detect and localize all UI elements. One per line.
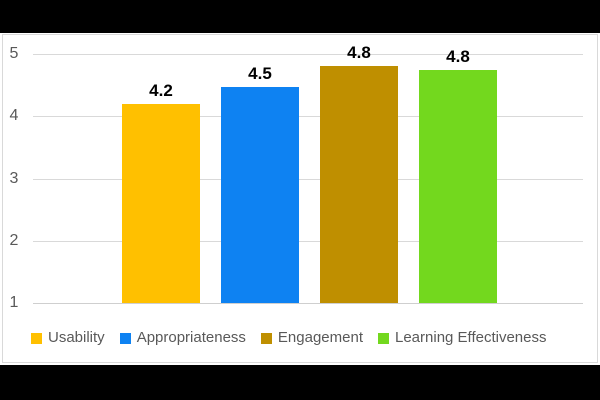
bar-group-appropriateness: 4.5 [221,61,299,303]
bar-group-learning-effectiveness: 4.8 [419,44,497,303]
legend-swatch-engagement [260,332,272,344]
legend-label-appropriateness: Appropriateness [136,329,246,346]
top-black-band [0,0,600,33]
y-tick-label-1: 1 [9,294,19,311]
y-tick-label-3: 3 [9,169,19,187]
bar-usability [122,103,200,303]
gridline-5 [33,54,583,55]
legend-swatch-usability [31,332,42,344]
legend-label-usability: Usability [48,329,105,346]
bar-engagement [320,66,398,303]
y-tick-label-5: 5 [9,45,19,62]
legend-item-learning-effectiveness: Learning Effectiveness [378,329,547,347]
legend-item-usability: Usability [31,329,105,347]
bar-value-label-appropriateness: 4.5 [248,64,272,83]
gridline-2 [33,240,583,242]
chart-panel-border [2,34,598,363]
bar-appropriateness [221,87,299,303]
legend-swatch-appropriateness [119,332,131,344]
bar-learning-effectiveness [419,69,497,303]
legend-item-engagement: Engagement [260,329,363,347]
gridline-1 [33,303,583,304]
legend-label-learning-effectiveness: Learning Effectiveness [395,329,547,346]
legend-item-appropriateness: Appropriateness [119,329,246,347]
legend-label-engagement: Engagement [277,329,363,346]
bar-value-label-usability: 4.2 [149,80,173,100]
bar-value-label-learning-effectiveness: 4.8 [446,46,470,66]
bottom-black-band [0,365,600,400]
legend: Usability Appropriateness Engagement Lea… [31,329,592,347]
y-tick-label-4: 4 [9,107,19,125]
legend-swatch-learning-effectiveness [378,332,389,344]
bar-group-usability: 4.2 [122,78,200,303]
chart-panel: 5 4 3 2 1 4.2 4.5 4.8 4.8 Usability Appropri… [0,33,600,365]
gridline-4 [33,116,583,118]
bar-value-label-engagement: 4.8 [347,43,371,63]
y-tick-label-2: 2 [9,231,19,249]
gridline-3 [33,178,583,180]
bar-group-engagement: 4.8 [320,40,398,303]
